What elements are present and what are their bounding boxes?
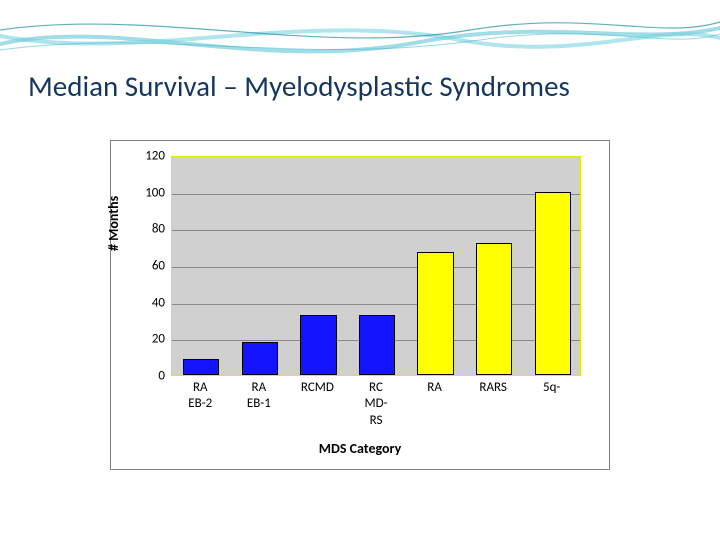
bar <box>476 243 512 375</box>
xtick-label: RA EB-2 <box>170 380 230 413</box>
gridline <box>172 304 580 305</box>
ytick-label: 20 <box>125 332 165 347</box>
xtick-label: RARS <box>463 380 523 396</box>
header-wave <box>0 0 720 70</box>
ytick-label: 80 <box>125 222 165 237</box>
gridline <box>172 267 580 268</box>
bar <box>300 315 336 376</box>
plot-area <box>171 156 581 376</box>
xtick-label: RCMD <box>287 380 347 396</box>
slide: Median Survival – Myelodysplastic Syndro… <box>0 0 720 540</box>
xtick-label: RA <box>405 380 465 396</box>
bar <box>535 192 571 375</box>
gridline <box>172 194 580 195</box>
ytick-label: 100 <box>125 185 165 200</box>
ytick-label: 60 <box>125 259 165 274</box>
y-axis-label: # Months <box>105 196 122 251</box>
chart-container: # Months MDS Category 020406080100120RA … <box>110 140 610 470</box>
slide-title: Median Survival – Myelodysplastic Syndro… <box>28 68 570 104</box>
ytick-label: 0 <box>125 369 165 384</box>
bar <box>183 359 219 376</box>
gridline <box>172 230 580 231</box>
xtick-label: RC MD- RS <box>346 380 406 429</box>
xtick-label: RA EB-1 <box>229 380 289 413</box>
x-axis-label: MDS Category <box>111 440 609 457</box>
bar <box>359 315 395 376</box>
bar <box>242 342 278 375</box>
xtick-label: 5q- <box>522 380 582 396</box>
ytick-label: 120 <box>125 149 165 164</box>
ytick-label: 40 <box>125 295 165 310</box>
bar <box>417 252 453 375</box>
